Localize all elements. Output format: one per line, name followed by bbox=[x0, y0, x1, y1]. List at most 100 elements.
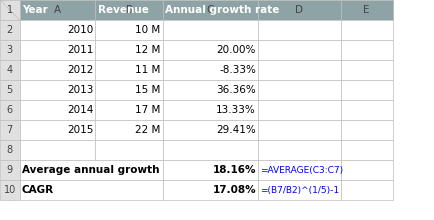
Bar bbox=[258, 120, 341, 140]
Text: A: A bbox=[54, 5, 61, 15]
Text: 10 M: 10 M bbox=[135, 25, 161, 35]
Text: 17 M: 17 M bbox=[135, 105, 161, 115]
Bar bbox=[95, 80, 163, 100]
Bar bbox=[0, 180, 20, 200]
Bar bbox=[0, 140, 20, 160]
Bar bbox=[163, 100, 258, 120]
Bar bbox=[163, 120, 258, 140]
Bar bbox=[0, 160, 20, 180]
Bar bbox=[0, 60, 20, 80]
Text: 2014: 2014 bbox=[67, 105, 93, 115]
Bar bbox=[341, 0, 393, 20]
Bar bbox=[341, 40, 393, 60]
Bar bbox=[0, 100, 20, 120]
Text: 8: 8 bbox=[7, 145, 13, 155]
Bar bbox=[20, 180, 163, 200]
Text: D: D bbox=[296, 5, 303, 15]
Text: Average annual growth: Average annual growth bbox=[22, 165, 159, 175]
Bar bbox=[163, 180, 258, 200]
Bar bbox=[0, 120, 20, 140]
Text: 1: 1 bbox=[7, 5, 13, 15]
Bar bbox=[163, 0, 258, 20]
Text: 29.41%: 29.41% bbox=[216, 125, 256, 135]
Text: C: C bbox=[207, 5, 214, 15]
Text: Annual growth rate: Annual growth rate bbox=[165, 5, 279, 15]
Text: 5: 5 bbox=[7, 85, 13, 95]
Bar bbox=[20, 0, 95, 20]
Bar bbox=[163, 40, 258, 60]
Bar bbox=[20, 160, 163, 180]
Bar bbox=[20, 20, 95, 40]
Bar bbox=[258, 180, 341, 200]
Text: Revenue: Revenue bbox=[98, 5, 148, 15]
Text: 6: 6 bbox=[7, 105, 13, 115]
Text: 4: 4 bbox=[7, 65, 13, 75]
Bar bbox=[163, 20, 258, 40]
Text: 2015: 2015 bbox=[67, 125, 93, 135]
Bar bbox=[95, 60, 163, 80]
Text: CAGR: CAGR bbox=[22, 185, 54, 195]
Text: 2010: 2010 bbox=[67, 25, 93, 35]
Bar bbox=[341, 20, 393, 40]
Bar bbox=[258, 160, 341, 180]
Bar bbox=[95, 20, 163, 40]
Bar bbox=[0, 40, 20, 60]
Bar bbox=[20, 40, 95, 60]
Bar bbox=[20, 60, 95, 80]
Bar bbox=[163, 140, 258, 160]
Bar bbox=[341, 140, 393, 160]
Text: 7: 7 bbox=[7, 125, 13, 135]
Text: Year: Year bbox=[22, 5, 47, 15]
Bar bbox=[20, 120, 95, 140]
Text: =(B7/B2)^(1/5)-1: =(B7/B2)^(1/5)-1 bbox=[260, 186, 339, 195]
Bar bbox=[95, 140, 163, 160]
Bar bbox=[341, 120, 393, 140]
Bar bbox=[258, 20, 341, 40]
Bar bbox=[0, 20, 20, 40]
Bar bbox=[341, 0, 393, 20]
Bar bbox=[163, 160, 258, 180]
Text: E: E bbox=[364, 5, 370, 15]
Text: 2013: 2013 bbox=[67, 85, 93, 95]
Text: 17.08%: 17.08% bbox=[212, 185, 256, 195]
Bar bbox=[163, 60, 258, 80]
Bar bbox=[0, 0, 20, 20]
Bar bbox=[20, 80, 95, 100]
Bar bbox=[20, 0, 95, 20]
Bar bbox=[95, 0, 163, 20]
Text: B: B bbox=[125, 5, 133, 15]
Bar bbox=[258, 40, 341, 60]
Bar bbox=[95, 0, 163, 20]
Text: 20.00%: 20.00% bbox=[217, 45, 256, 55]
Bar bbox=[341, 160, 393, 180]
Text: -8.33%: -8.33% bbox=[219, 65, 256, 75]
Text: 13.33%: 13.33% bbox=[216, 105, 256, 115]
Bar bbox=[258, 0, 341, 20]
Text: 2: 2 bbox=[7, 25, 13, 35]
Text: 2012: 2012 bbox=[67, 65, 93, 75]
Bar bbox=[341, 100, 393, 120]
Bar bbox=[163, 80, 258, 100]
Bar bbox=[163, 0, 258, 20]
Bar bbox=[95, 120, 163, 140]
Bar bbox=[341, 80, 393, 100]
Bar bbox=[20, 140, 95, 160]
Text: 15 M: 15 M bbox=[135, 85, 161, 95]
Bar bbox=[258, 140, 341, 160]
Text: 9: 9 bbox=[7, 165, 13, 175]
Bar bbox=[258, 100, 341, 120]
Text: 22 M: 22 M bbox=[135, 125, 161, 135]
Bar bbox=[258, 60, 341, 80]
Bar bbox=[258, 80, 341, 100]
Bar bbox=[95, 40, 163, 60]
Bar bbox=[95, 100, 163, 120]
Bar bbox=[0, 80, 20, 100]
Bar bbox=[0, 0, 20, 20]
Text: 11 M: 11 M bbox=[135, 65, 161, 75]
Text: 10: 10 bbox=[3, 185, 16, 195]
Text: 3: 3 bbox=[7, 45, 13, 55]
Bar bbox=[341, 180, 393, 200]
Text: 12 M: 12 M bbox=[135, 45, 161, 55]
Bar bbox=[341, 60, 393, 80]
Bar bbox=[20, 100, 95, 120]
